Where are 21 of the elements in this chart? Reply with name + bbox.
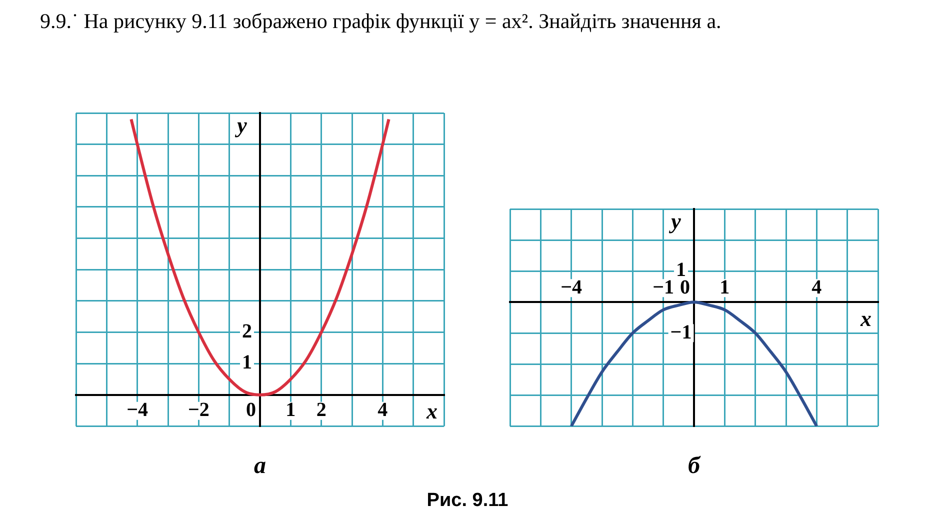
x-tick-label: 1 bbox=[720, 276, 730, 298]
x-tick-label: 0 bbox=[680, 276, 690, 298]
line-series bbox=[130, 118, 390, 396]
text: б bbox=[688, 452, 702, 479]
x-axis-title: x bbox=[860, 306, 872, 331]
x-tick-label: 0 bbox=[246, 399, 256, 422]
x-axis-title: x bbox=[426, 398, 438, 424]
x-tick-label: 4 bbox=[812, 276, 822, 298]
x-tick-label: −4 bbox=[126, 399, 148, 422]
x-tick-label: −4 bbox=[560, 276, 582, 298]
text: а bbox=[254, 452, 266, 479]
x-tick-label: 1 bbox=[286, 399, 296, 422]
x-tick-label: 2 bbox=[316, 399, 326, 422]
text: 9.9.˙ На рисунку 9.11 зображено графік функції y = ax². Знайдіть значення a. bbox=[40, 8, 722, 35]
x-tick-label: −2 bbox=[188, 399, 210, 422]
y-axis-title: y bbox=[668, 208, 682, 234]
y-axis-title: y bbox=[234, 112, 248, 138]
x-tick-label: 4 bbox=[378, 399, 388, 422]
text: Рис. 9.11 bbox=[426, 490, 510, 512]
line-series bbox=[570, 300, 818, 426]
x-tick-label: −1 bbox=[652, 276, 674, 298]
